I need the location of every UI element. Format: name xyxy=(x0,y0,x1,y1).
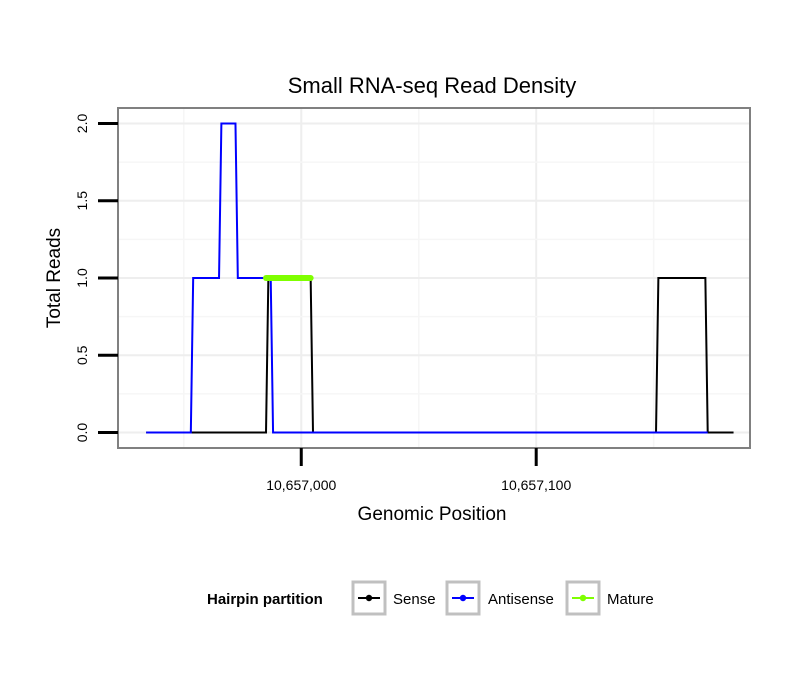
legend-key-mature-dot xyxy=(579,594,587,602)
x-axis-title: Genomic Position xyxy=(358,504,507,525)
chart-title: Small RNA-seq Read Density xyxy=(288,73,577,98)
legend-label-antisense: Antisense xyxy=(488,591,554,608)
y-tick-label: 1.5 xyxy=(74,191,90,211)
legend-key-sense-dot xyxy=(365,594,373,602)
x-tick-label: 10,657,100 xyxy=(501,477,571,493)
legend-item-mature: Mature xyxy=(565,580,654,616)
legend-label-sense: Sense xyxy=(393,591,436,608)
y-tick-label: 1.0 xyxy=(74,268,90,288)
series-lines xyxy=(146,122,734,434)
x-tick-label: 10,657,000 xyxy=(266,477,336,493)
legend-key-antisense-dot xyxy=(459,594,467,602)
y-axis-title: Total Reads xyxy=(44,228,65,328)
legend-item-sense: Sense xyxy=(351,580,436,616)
y-axis: 0.0 0.5 1.0 1.5 2.0 xyxy=(74,114,118,443)
legend-label-mature: Mature xyxy=(607,591,654,608)
y-tick-label: 0.0 xyxy=(74,423,90,443)
legend-title: Hairpin partition xyxy=(207,591,323,608)
series-line-antisense xyxy=(146,122,708,434)
legend-item-antisense: Antisense xyxy=(445,580,554,616)
y-tick-label: 2.0 xyxy=(74,114,90,134)
legend: Hairpin partition Sense Antisense Mature xyxy=(207,580,654,616)
y-tick-label: 0.5 xyxy=(74,345,90,365)
x-axis: 10,657,000 10,657,100 xyxy=(266,448,571,493)
